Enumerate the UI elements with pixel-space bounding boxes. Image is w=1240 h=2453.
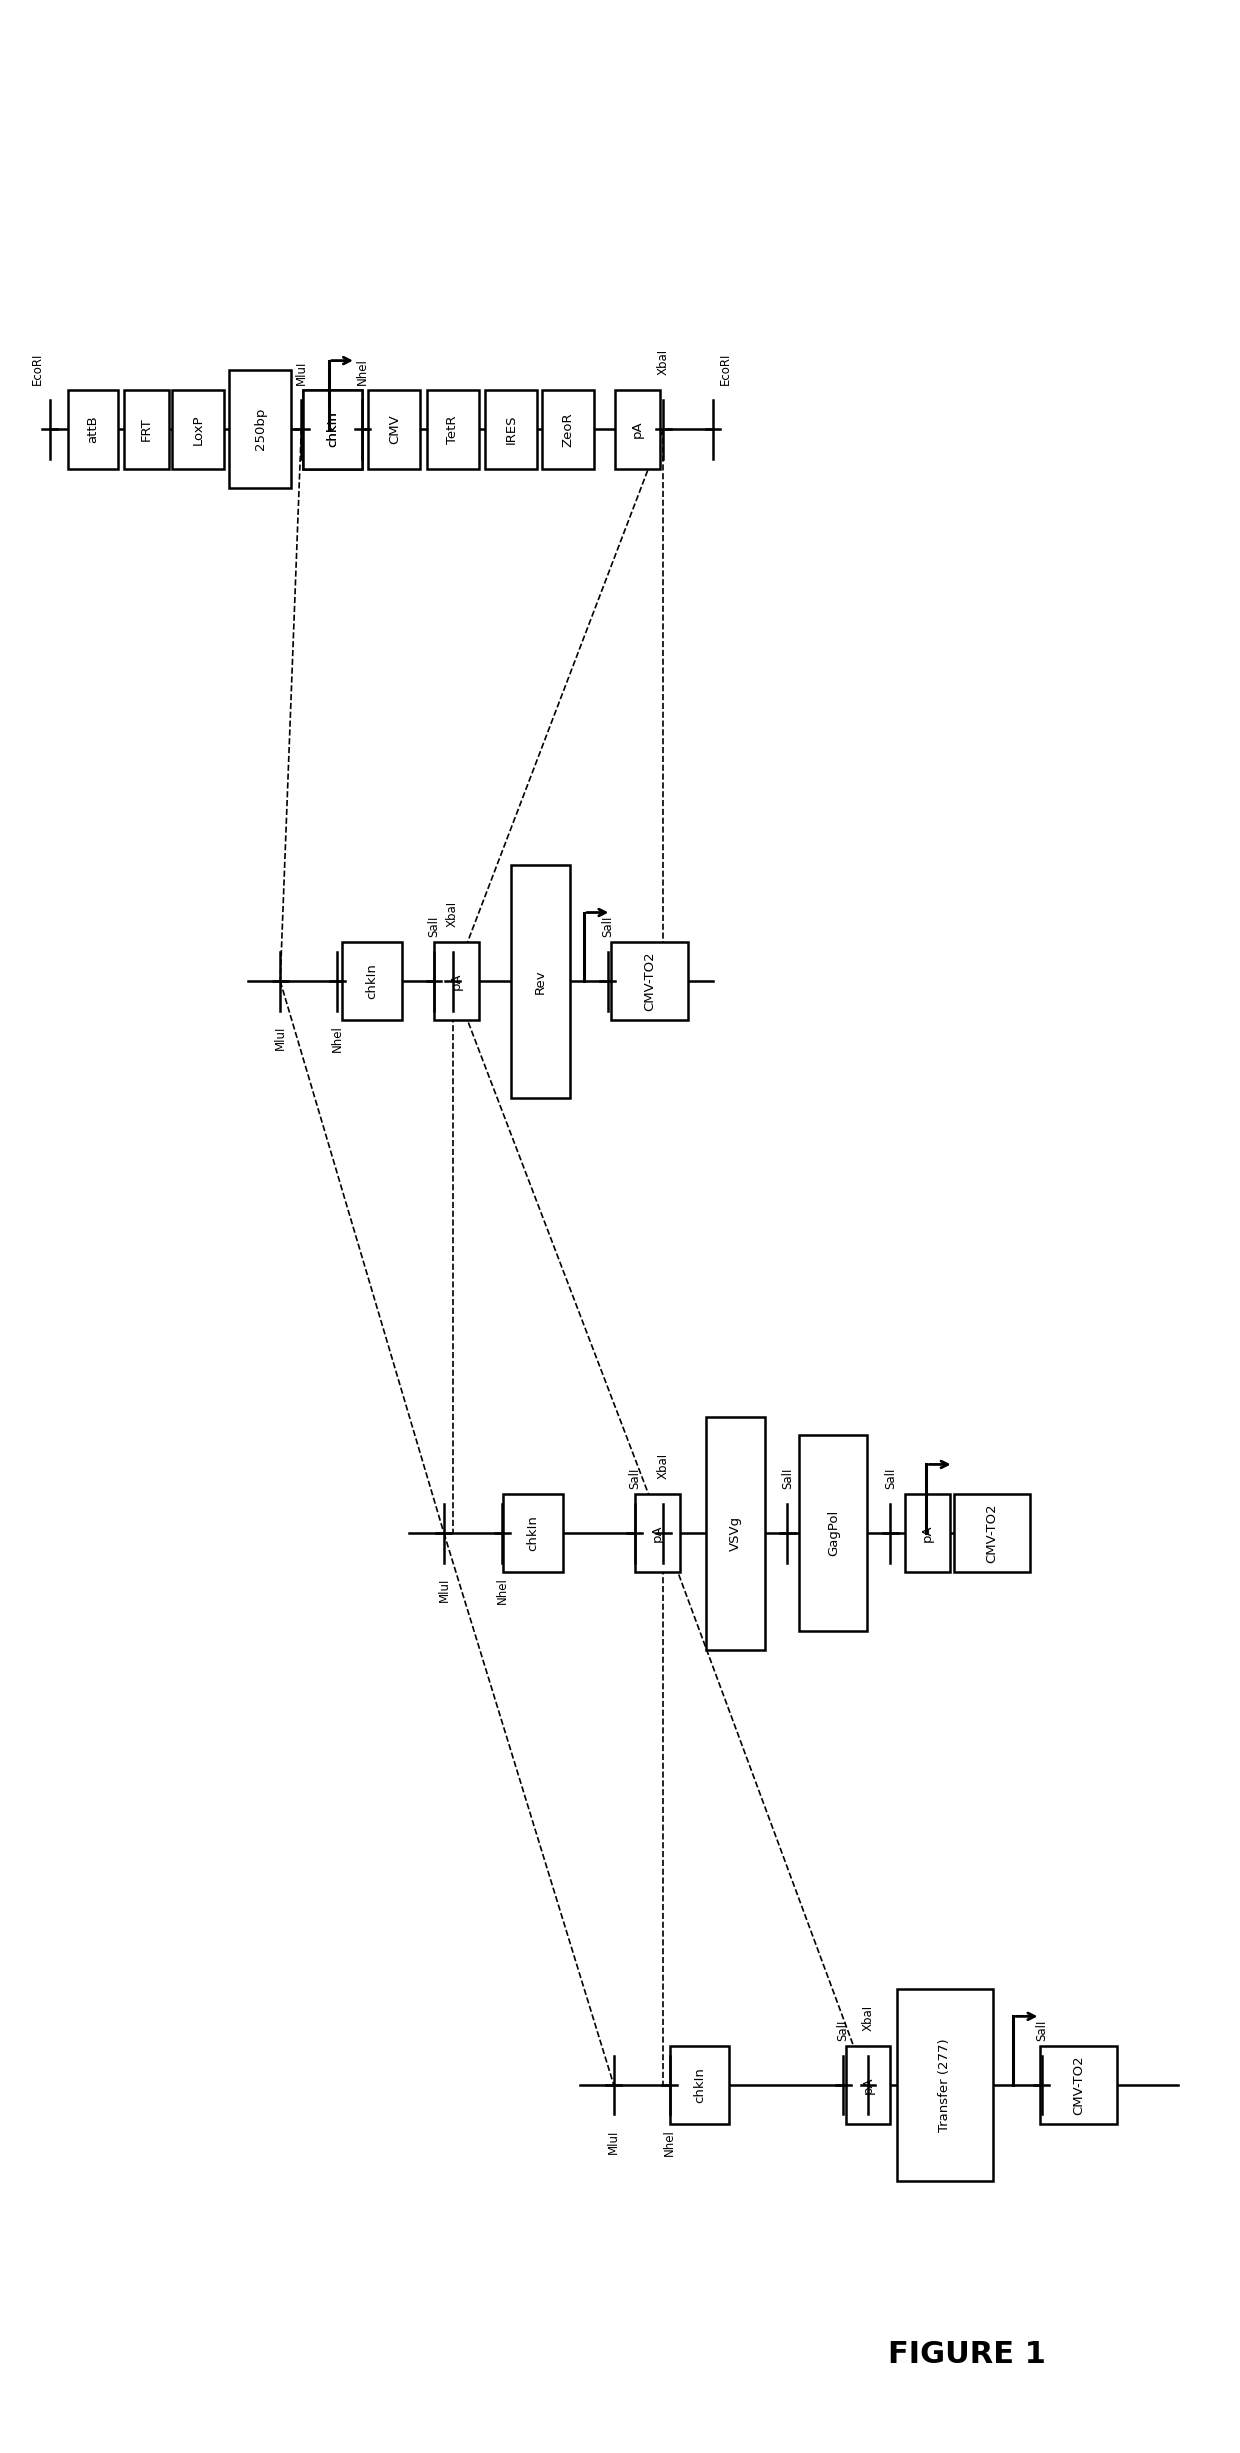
Bar: [1040, 2046, 1117, 2124]
Text: pA: pA: [651, 1523, 663, 1543]
Text: EcoRI: EcoRI: [719, 353, 732, 385]
Bar: [427, 390, 479, 469]
Text: Nhel: Nhel: [496, 1577, 508, 1604]
Bar: [124, 390, 169, 469]
Bar: [303, 390, 362, 469]
Text: SalI: SalI: [1035, 2019, 1048, 2041]
Bar: [670, 2046, 729, 2124]
Text: 250bp: 250bp: [254, 407, 267, 451]
Text: MluI: MluI: [274, 1025, 286, 1050]
Text: chkIn: chkIn: [527, 1516, 539, 1550]
Text: pA: pA: [631, 419, 644, 439]
Text: chkIn: chkIn: [326, 412, 339, 446]
Text: Rev: Rev: [534, 969, 547, 993]
Bar: [846, 2046, 890, 2124]
Bar: [954, 1494, 1030, 1572]
Bar: [615, 390, 660, 469]
Text: chkIn: chkIn: [693, 2068, 706, 2102]
Text: TetR: TetR: [446, 415, 459, 444]
Bar: [503, 1494, 563, 1572]
Bar: [897, 1989, 993, 2181]
Bar: [800, 1435, 868, 1631]
Text: pA: pA: [921, 1523, 934, 1543]
Text: chkIn: chkIn: [326, 412, 339, 446]
Bar: [172, 390, 224, 469]
Text: Nhel: Nhel: [356, 358, 368, 385]
Text: FIGURE 1: FIGURE 1: [888, 2340, 1047, 2370]
Text: SalI: SalI: [428, 915, 440, 937]
Text: XbaI: XbaI: [446, 900, 459, 927]
Bar: [611, 942, 688, 1020]
Text: LoxP: LoxP: [192, 415, 205, 444]
Text: SalI: SalI: [781, 1467, 794, 1489]
Text: XbaI: XbaI: [657, 348, 670, 375]
Text: MluI: MluI: [608, 2129, 620, 2154]
Text: CMV-TO2: CMV-TO2: [986, 1504, 998, 1563]
Text: pA: pA: [450, 971, 463, 991]
Bar: [434, 942, 479, 1020]
Text: Nhel: Nhel: [331, 1025, 343, 1052]
Text: pA: pA: [862, 2075, 874, 2095]
Text: SalI: SalI: [629, 1467, 641, 1489]
Bar: [229, 370, 291, 488]
Bar: [542, 390, 594, 469]
Bar: [303, 390, 362, 469]
Bar: [706, 1418, 765, 1648]
Text: FRT: FRT: [140, 417, 153, 442]
Text: attB: attB: [87, 415, 99, 444]
Text: SalI: SalI: [884, 1467, 897, 1489]
Text: VSVg: VSVg: [729, 1516, 742, 1550]
Text: Nhel: Nhel: [663, 2129, 676, 2156]
Text: XbaI: XbaI: [657, 1452, 670, 1479]
Bar: [511, 866, 570, 1099]
Text: chkIn: chkIn: [366, 964, 378, 998]
Text: SalI: SalI: [837, 2019, 849, 2041]
Text: IRES: IRES: [505, 415, 517, 444]
Text: CMV: CMV: [388, 415, 401, 444]
Text: GagPol: GagPol: [827, 1511, 839, 1555]
Text: Transfer (277): Transfer (277): [939, 2038, 951, 2132]
Text: CMV-TO2: CMV-TO2: [644, 952, 656, 1011]
Bar: [68, 390, 118, 469]
Text: XbaI: XbaI: [862, 2004, 874, 2031]
Bar: [905, 1494, 950, 1572]
Bar: [485, 390, 537, 469]
Bar: [635, 1494, 680, 1572]
Text: MluI: MluI: [295, 361, 308, 385]
Bar: [368, 390, 420, 469]
Text: MluI: MluI: [438, 1577, 450, 1602]
Bar: [342, 942, 402, 1020]
Text: EcoRI: EcoRI: [31, 353, 43, 385]
Text: ZeoR: ZeoR: [562, 412, 574, 446]
Text: CMV-TO2: CMV-TO2: [1073, 2056, 1085, 2114]
Text: SalI: SalI: [601, 915, 614, 937]
